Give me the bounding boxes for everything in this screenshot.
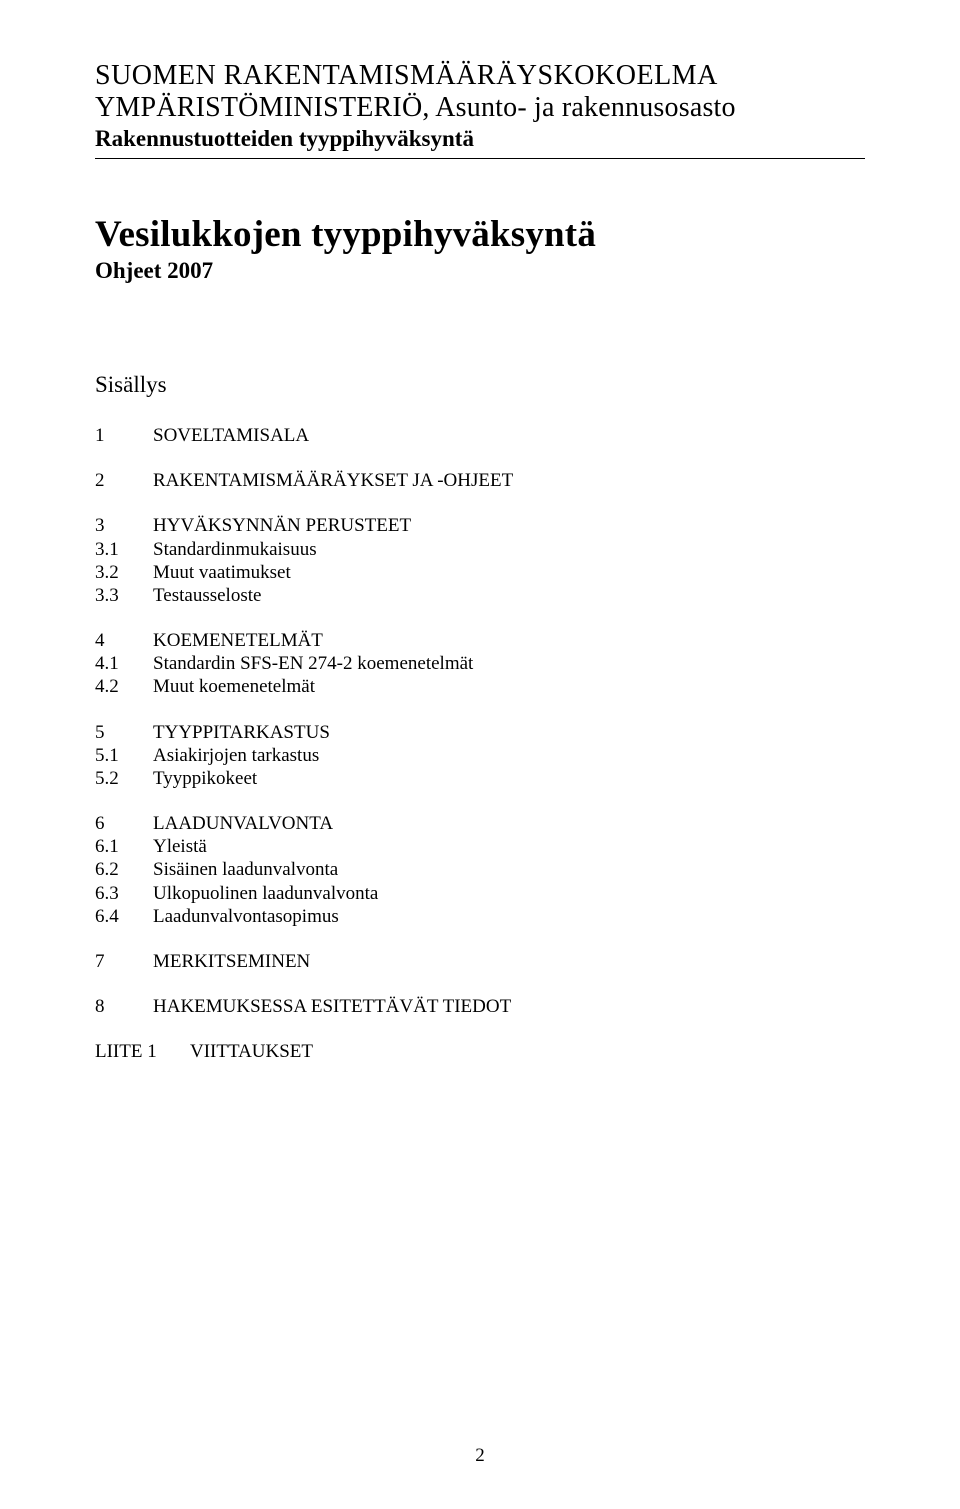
toc-group: 1SOVELTAMISALA [95, 424, 865, 447]
toc-label: Muut koemenetelmät [153, 675, 315, 698]
toc-number: 6.4 [95, 905, 153, 928]
toc-row: 6.3Ulkopuolinen laadunvalvonta [95, 882, 865, 905]
toc-row: 8HAKEMUKSESSA ESITETTÄVÄT TIEDOT [95, 995, 865, 1018]
toc: 1SOVELTAMISALA2RAKENTAMISMÄÄRÄYKSET JA -… [95, 424, 865, 1063]
toc-number: 1 [95, 424, 153, 447]
toc-group: LIITE 1VIITTAUKSET [95, 1040, 865, 1063]
toc-row: 3.1Standardinmukaisuus [95, 538, 865, 561]
toc-label: Sisäinen laadunvalvonta [153, 858, 338, 881]
toc-row: 1SOVELTAMISALA [95, 424, 865, 447]
toc-label: Yleistä [153, 835, 207, 858]
toc-row: 2RAKENTAMISMÄÄRÄYKSET JA -OHJEET [95, 469, 865, 492]
toc-number: 5.2 [95, 767, 153, 790]
toc-label: RAKENTAMISMÄÄRÄYKSET JA -OHJEET [153, 469, 513, 492]
toc-number: LIITE 1 [95, 1040, 190, 1063]
toc-number: 2 [95, 469, 153, 492]
document-title: Vesilukkojen tyyppihyväksyntä [95, 213, 865, 256]
toc-row: 6LAADUNVALVONTA [95, 812, 865, 835]
toc-row: 3.2Muut vaatimukset [95, 561, 865, 584]
toc-number: 8 [95, 995, 153, 1018]
toc-label: Muut vaatimukset [153, 561, 291, 584]
header-line-2: YMPÄRISTÖMINISTERIÖ, Asunto- ja rakennus… [95, 92, 865, 124]
toc-number: 6 [95, 812, 153, 835]
toc-label: TYYPPITARKASTUS [153, 721, 330, 744]
toc-number: 6.3 [95, 882, 153, 905]
toc-label: Laadunvalvontasopimus [153, 905, 339, 928]
toc-label: Testausseloste [153, 584, 261, 607]
toc-group: 5TYYPPITARKASTUS5.1Asiakirjojen tarkastu… [95, 721, 865, 791]
toc-label: VIITTAUKSET [190, 1040, 313, 1063]
toc-number: 4.2 [95, 675, 153, 698]
toc-group: 3HYVÄKSYNNÄN PERUSTEET3.1Standardinmukai… [95, 514, 865, 607]
toc-number: 3.1 [95, 538, 153, 561]
toc-label: LAADUNVALVONTA [153, 812, 333, 835]
toc-label: Ulkopuolinen laadunvalvonta [153, 882, 378, 905]
toc-label: SOVELTAMISALA [153, 424, 309, 447]
header-line-3: Rakennustuotteiden tyyppihyväksyntä [95, 126, 865, 152]
toc-number: 5 [95, 721, 153, 744]
toc-row: 4.1Standardin SFS-EN 274-2 koemenetelmät [95, 652, 865, 675]
toc-row: 6.2Sisäinen laadunvalvonta [95, 858, 865, 881]
toc-label: HAKEMUKSESSA ESITETTÄVÄT TIEDOT [153, 995, 511, 1018]
toc-label: Standardin SFS-EN 274-2 koemenetelmät [153, 652, 473, 675]
toc-group: 4KOEMENETELMÄT4.1Standardin SFS-EN 274-2… [95, 629, 865, 699]
toc-label: HYVÄKSYNNÄN PERUSTEET [153, 514, 411, 537]
toc-label: MERKITSEMINEN [153, 950, 310, 973]
toc-label: KOEMENETELMÄT [153, 629, 323, 652]
toc-group: 2RAKENTAMISMÄÄRÄYKSET JA -OHJEET [95, 469, 865, 492]
toc-number: 3.2 [95, 561, 153, 584]
header-line-1: SUOMEN RAKENTAMISMÄÄRÄYSKOKOELMA [95, 60, 865, 92]
toc-row: LIITE 1VIITTAUKSET [95, 1040, 865, 1063]
toc-group: 8HAKEMUKSESSA ESITETTÄVÄT TIEDOT [95, 995, 865, 1018]
header-rule [95, 158, 865, 159]
document-page: SUOMEN RAKENTAMISMÄÄRÄYSKOKOELMA YMPÄRIS… [0, 0, 960, 1509]
toc-number: 5.1 [95, 744, 153, 767]
document-subtitle: Ohjeet 2007 [95, 258, 865, 284]
toc-number: 6.1 [95, 835, 153, 858]
toc-row: 4.2Muut koemenetelmät [95, 675, 865, 698]
toc-number: 7 [95, 950, 153, 973]
toc-row: 4KOEMENETELMÄT [95, 629, 865, 652]
toc-number: 4 [95, 629, 153, 652]
toc-number: 6.2 [95, 858, 153, 881]
toc-row: 6.1Yleistä [95, 835, 865, 858]
toc-group: 7MERKITSEMINEN [95, 950, 865, 973]
toc-row: 5.2Tyyppikokeet [95, 767, 865, 790]
toc-number: 3 [95, 514, 153, 537]
toc-row: 6.4Laadunvalvontasopimus [95, 905, 865, 928]
toc-row: 5TYYPPITARKASTUS [95, 721, 865, 744]
toc-number: 3.3 [95, 584, 153, 607]
toc-number: 4.1 [95, 652, 153, 675]
page-number: 2 [0, 1445, 960, 1467]
toc-group: 6LAADUNVALVONTA6.1Yleistä6.2Sisäinen laa… [95, 812, 865, 928]
toc-label: Asiakirjojen tarkastus [153, 744, 319, 767]
toc-label: Standardinmukaisuus [153, 538, 317, 561]
toc-row: 3HYVÄKSYNNÄN PERUSTEET [95, 514, 865, 537]
header-block: SUOMEN RAKENTAMISMÄÄRÄYSKOKOELMA YMPÄRIS… [95, 60, 865, 152]
toc-row: 5.1Asiakirjojen tarkastus [95, 744, 865, 767]
toc-heading: Sisällys [95, 372, 865, 398]
toc-row: 3.3Testausseloste [95, 584, 865, 607]
toc-row: 7MERKITSEMINEN [95, 950, 865, 973]
toc-label: Tyyppikokeet [153, 767, 257, 790]
